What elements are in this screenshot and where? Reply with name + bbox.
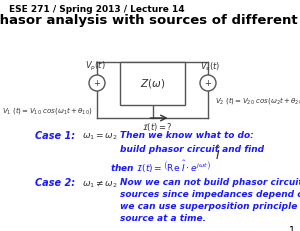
Text: $\hat{I}$: $\hat{I}$ — [215, 145, 221, 163]
Text: $\omega_1 = \omega_2$: $\omega_1 = \omega_2$ — [82, 131, 118, 142]
Text: $V_s(t)$: $V_s(t)$ — [200, 61, 220, 73]
Text: Case 2:: Case 2: — [35, 178, 75, 188]
Circle shape — [89, 75, 105, 91]
Text: build phasor circuit and find: build phasor circuit and find — [120, 145, 264, 154]
Text: +: + — [205, 79, 212, 88]
Text: Now we can not build phasor circuit containing both: Now we can not build phasor circuit cont… — [120, 178, 300, 187]
FancyBboxPatch shape — [120, 62, 185, 105]
Text: we can use superposition principle and treat one: we can use superposition principle and t… — [120, 202, 300, 211]
Text: Then we know what to do:: Then we know what to do: — [120, 131, 254, 140]
Text: $\omega_1 \neq \omega_2$: $\omega_1 \neq \omega_2$ — [82, 178, 118, 189]
Text: +: + — [94, 79, 100, 88]
Text: Case 1:: Case 1: — [35, 131, 75, 141]
Text: ESE 271 / Spring 2013 / Lecture 14: ESE 271 / Spring 2013 / Lecture 14 — [9, 5, 184, 14]
Text: 1: 1 — [289, 226, 295, 231]
Text: $V_2\ (t)= V_{20}\ cos(\omega_2 t + \theta_{20})$: $V_2\ (t)= V_{20}\ cos(\omega_2 t + \the… — [215, 95, 300, 106]
Text: $\mathcal{I}(t)=?$: $\mathcal{I}(t)=?$ — [142, 121, 173, 133]
Text: sources since impedances depend on frequency but: sources since impedances depend on frequ… — [120, 190, 300, 199]
Text: $V_p(t)$: $V_p(t)$ — [85, 60, 105, 73]
Text: Last time: Phasor analysis with sources of different frequencies: Last time: Phasor analysis with sources … — [0, 14, 300, 27]
Text: then $\mathcal{I}(t) = \left(\mathrm{Re}\ \hat{I}\cdot e^{j\omega t}\right)$: then $\mathcal{I}(t) = \left(\mathrm{Re}… — [110, 158, 211, 174]
Circle shape — [200, 75, 216, 91]
Text: source at a time.: source at a time. — [120, 214, 206, 223]
Text: $V_1\ (t)= V_{10}\ cos(\omega_1 t + \theta_{10})$: $V_1\ (t)= V_{10}\ cos(\omega_1 t + \the… — [2, 105, 93, 116]
Text: $Z(\omega)$: $Z(\omega)$ — [140, 77, 165, 90]
